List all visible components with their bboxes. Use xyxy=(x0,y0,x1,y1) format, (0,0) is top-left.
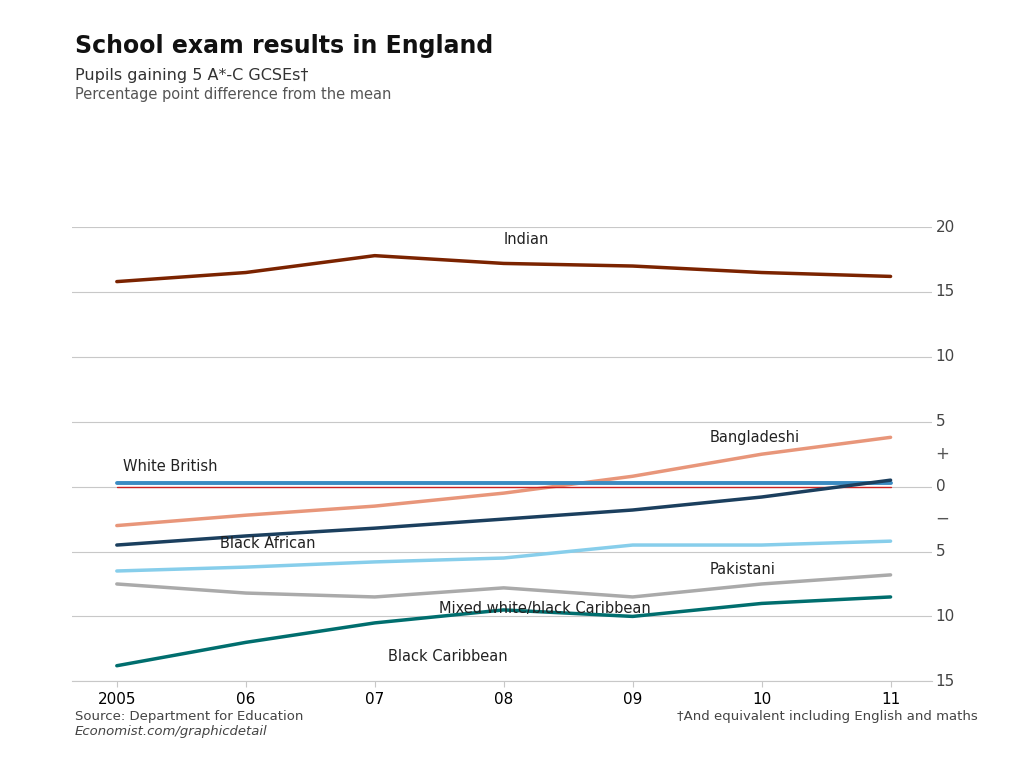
Text: +: + xyxy=(936,445,949,463)
Text: 20: 20 xyxy=(936,220,955,235)
Text: 5: 5 xyxy=(936,414,945,429)
Text: Percentage point difference from the mean: Percentage point difference from the mea… xyxy=(75,87,391,102)
Text: Source: Department for Education: Source: Department for Education xyxy=(75,710,303,723)
Text: 15: 15 xyxy=(936,285,955,300)
Text: Black Caribbean: Black Caribbean xyxy=(388,649,507,664)
Text: Pakistani: Pakistani xyxy=(710,562,776,577)
Text: White British: White British xyxy=(123,459,218,474)
Text: School exam results in England: School exam results in England xyxy=(75,34,493,58)
Text: †And equivalent including English and maths: †And equivalent including English and ma… xyxy=(677,710,978,723)
Text: Bangladeshi: Bangladeshi xyxy=(710,430,800,445)
Text: 0: 0 xyxy=(936,479,945,494)
Text: 5: 5 xyxy=(936,544,945,559)
Text: Indian: Indian xyxy=(504,232,549,247)
Text: −: − xyxy=(936,510,949,528)
Text: 15: 15 xyxy=(936,674,955,689)
Text: Black African: Black African xyxy=(220,536,315,551)
Text: Pupils gaining 5 A*-C GCSEs†: Pupils gaining 5 A*-C GCSEs† xyxy=(75,68,308,83)
Text: 10: 10 xyxy=(936,609,955,624)
Text: Mixed white/black Caribbean: Mixed white/black Caribbean xyxy=(439,601,651,616)
Text: 10: 10 xyxy=(936,350,955,364)
Text: Economist.com/graphicdetail: Economist.com/graphicdetail xyxy=(75,725,267,738)
